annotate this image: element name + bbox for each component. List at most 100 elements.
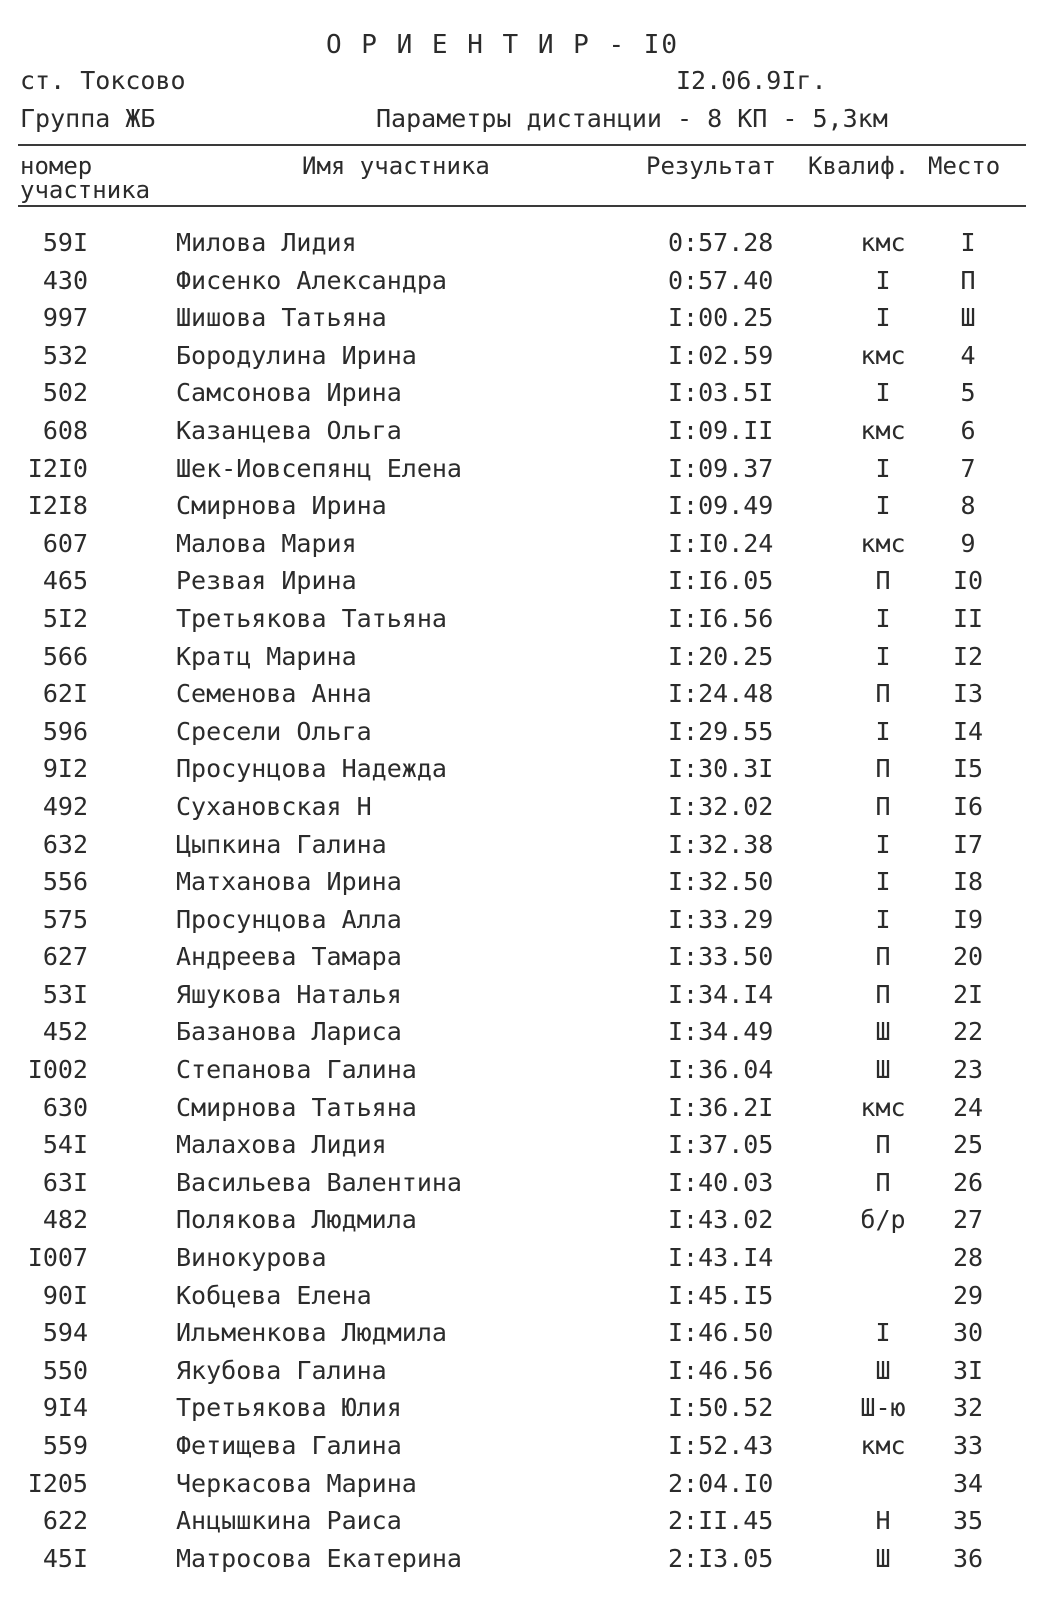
participant-number: 556 [42,867,88,897]
place: 3I [952,1355,984,1385]
table-row: 502 Самсонова Ирина I:03.5I I 5 [0,374,1051,412]
result-time: I:32.38 [668,829,774,859]
qualification: Ш [875,1017,891,1047]
table-row: 532 Бородулина Ирина I:02.59 кмс 4 [0,337,1051,375]
table-row: 492 Сухановская Н I:32.02 П I6 [0,788,1051,826]
participant-name: Смирнова Татьяна [176,1092,417,1122]
result-time: I:00.25 [668,303,774,333]
place: 30 [952,1318,984,1348]
table-row: I002 Степанова Галина I:36.04 Ш 23 [0,1051,1051,1089]
table-row: 607 Малова Мария I:I0.24 кмс 9 [0,525,1051,563]
place: 24 [952,1092,984,1122]
place: I [960,228,976,257]
participant-name: Васильева Валентина [176,1167,462,1197]
table-row: I007 Винокурова I:43.I4 28 [0,1239,1051,1277]
participant-name: Ильменкова Людмила [176,1318,447,1348]
participant-name: Цыпкина Галина [176,829,387,859]
qualification: П [875,1167,891,1197]
col-header-number-line2: участника [20,176,151,204]
table-row: 630 Смирнова Татьяна I:36.2I кмс 24 [0,1089,1051,1127]
participant-name: Шишова Татьяна [176,303,387,333]
table-row: 5I2 Третьякова Татьяна I:I6.56 I II [0,600,1051,638]
result-time: I:32.02 [668,791,774,821]
result-time: I:52.43 [668,1431,774,1460]
qualification: I [875,904,891,934]
place: 20 [952,942,984,972]
location-label: ст. Токсово [20,66,186,95]
participant-number: I2I8 [27,491,88,521]
place: I2 [952,641,984,671]
table-row: 45I Матросова Екатерина 2:I3.05 Ш 36 [0,1540,1051,1578]
place: I5 [952,754,984,784]
place: I8 [952,867,984,897]
qualification: кмс [860,1431,906,1460]
result-time: I:36.04 [668,1055,774,1085]
qualification: кмс [860,415,906,445]
result-time: I:40.03 [668,1167,774,1197]
qualification: П [875,679,891,709]
participant-name: Милова Лидия [176,228,357,257]
place: 32 [952,1393,984,1423]
qualification: кмс [860,228,906,257]
participant-number: I205 [27,1468,88,1498]
place: 6 [960,415,976,445]
result-time: I:37.05 [668,1130,774,1160]
result-time: I:I6.56 [668,603,774,633]
table-row: 627 Андреева Тамара I:33.50 П 20 [0,938,1051,976]
table-row: 550 Якубова Галина I:46.56 Ш 3I [0,1352,1051,1390]
table-row: I2I0 Шек-Иовсепянц Елена I:09.37 I 7 [0,450,1051,488]
qualification: Ш [875,1355,891,1385]
participant-number: 596 [42,716,88,746]
qualification: кмс [860,340,906,370]
participant-number: 575 [42,904,88,934]
place: 34 [952,1468,984,1498]
participant-name: Резвая Ирина [176,566,357,596]
place: 36 [952,1543,984,1573]
participant-number: 566 [42,641,88,671]
result-time: I:24.48 [668,679,774,709]
table-row: 54I Малахова Лидия I:37.05 П 25 [0,1126,1051,1164]
place: 2I [952,979,984,1009]
table-row: 608 Казанцева Ольга I:09.II кмс 6 [0,412,1051,450]
participant-number: 632 [42,829,88,859]
result-time: I:I6.05 [668,566,774,596]
table-row: 90I Кобцева Елена I:45.I5 29 [0,1277,1051,1315]
participant-name: Черкасова Марина [176,1468,417,1498]
result-time: 2:II.45 [668,1506,774,1536]
participant-name: Казанцева Ольга [176,415,402,445]
qualification: П [875,979,891,1009]
participant-name: Якубова Галина [176,1355,387,1385]
place: 33 [952,1431,984,1460]
results-table: 59I Милова Лидия 0:57.28 кмс I 430 Фисенко Але… [0,224,1051,1577]
result-time: I:03.5I [668,378,774,408]
table-row: 482 Полякова Людмила I:43.02 б/р 27 [0,1201,1051,1239]
place: I9 [952,904,984,934]
participant-number: 430 [42,265,88,295]
participant-number: 452 [42,1017,88,1047]
table-row: 632 Цыпкина Галина I:32.38 I I7 [0,826,1051,864]
qualification: I [875,867,891,897]
result-time: I:36.2I [668,1092,774,1122]
qualification: Н [875,1506,891,1536]
place: I7 [952,829,984,859]
result-time: I:33.29 [668,904,774,934]
distance-params-label: Параметры дистанции - 8 КП - 5,3км [376,104,888,133]
place: 7 [960,453,976,483]
qualification: I [875,453,891,483]
place: I6 [952,791,984,821]
col-header-place: Место [928,152,1001,180]
table-row: 566 Кратц Марина I:20.25 I I2 [0,638,1051,676]
qualification: I [875,1318,891,1348]
participant-number: 502 [42,378,88,408]
table-row: 53I Яшукова Наталья I:34.I4 П 2I [0,976,1051,1014]
place: 29 [952,1280,984,1310]
qualification: П [875,1130,891,1160]
participant-name: Шек-Иовсепянц Елена [176,453,462,483]
table-row: 596 Сресели Ольга I:29.55 I I4 [0,713,1051,751]
participant-name: Сресели Ольга [176,716,372,746]
result-time: I:34.49 [668,1017,774,1047]
qualification: кмс [860,1092,906,1122]
col-header-number-line1: номер [20,152,93,180]
place: 5 [960,378,976,408]
